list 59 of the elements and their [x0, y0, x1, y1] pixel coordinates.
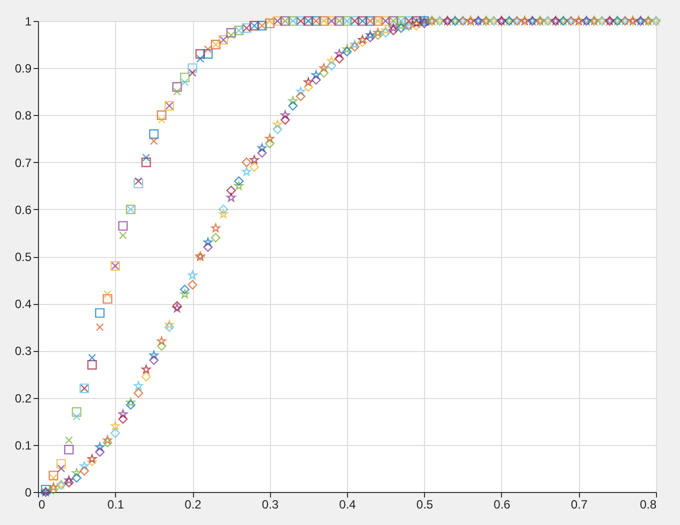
point: [64, 436, 73, 444]
y-tick-label: 0: [24, 486, 32, 500]
point: [188, 63, 198, 73]
y-tick-label: 0.5: [14, 250, 32, 264]
point: [150, 137, 158, 146]
x-tick-label: 0.7: [570, 498, 588, 512]
point: [226, 28, 236, 38]
x-tick-label: 0.2: [184, 498, 202, 512]
point: [57, 464, 66, 472]
point: [134, 178, 144, 188]
point: [50, 474, 58, 482]
point: [95, 308, 105, 318]
point: [172, 82, 182, 92]
point: [64, 444, 74, 454]
point: [158, 116, 166, 124]
point: [180, 78, 189, 86]
point: [180, 72, 190, 82]
x-tick-label: 0.6: [494, 498, 511, 512]
y-tick-label: 0.6: [14, 202, 32, 217]
x-tick-label: 0.5: [416, 498, 434, 512]
x-tick-label: 0: [38, 498, 46, 512]
point: [266, 17, 274, 25]
point: [149, 129, 159, 139]
point: [196, 54, 204, 63]
point: [173, 88, 181, 96]
point: [141, 158, 151, 168]
point: [88, 354, 96, 362]
point: [102, 294, 112, 304]
x-tick-label: 0.1: [107, 498, 124, 512]
point: [118, 221, 128, 231]
point: [156, 110, 166, 120]
x-tick-label: 0.3: [262, 498, 279, 512]
point: [134, 177, 142, 186]
y-tick-label: 0.9: [14, 62, 32, 76]
point: [72, 412, 81, 421]
y-tick-label: 0.7: [14, 156, 32, 170]
point: [48, 470, 58, 480]
point: [264, 18, 275, 28]
y-tick-label: 0.2: [14, 391, 32, 406]
y-tick-label: 0.8: [14, 108, 32, 123]
point: [204, 45, 212, 54]
x-tick-label: 0.4: [339, 498, 356, 512]
y-tick-label: 0.1: [14, 438, 32, 452]
point: [188, 68, 196, 77]
point: [56, 458, 66, 469]
point: [104, 290, 112, 298]
point: [142, 154, 150, 162]
point: [40, 484, 51, 494]
point: [119, 231, 127, 240]
y-tick-label: 1: [24, 14, 32, 28]
x-tick-label: 0.8: [640, 498, 657, 512]
y-tick-label: 0.3: [14, 344, 32, 358]
y-tick-label: 0.4: [14, 297, 32, 312]
point: [227, 31, 236, 40]
point: [195, 49, 206, 59]
point: [87, 360, 97, 370]
point: [96, 323, 104, 332]
point: [72, 407, 82, 417]
point: [203, 49, 213, 59]
